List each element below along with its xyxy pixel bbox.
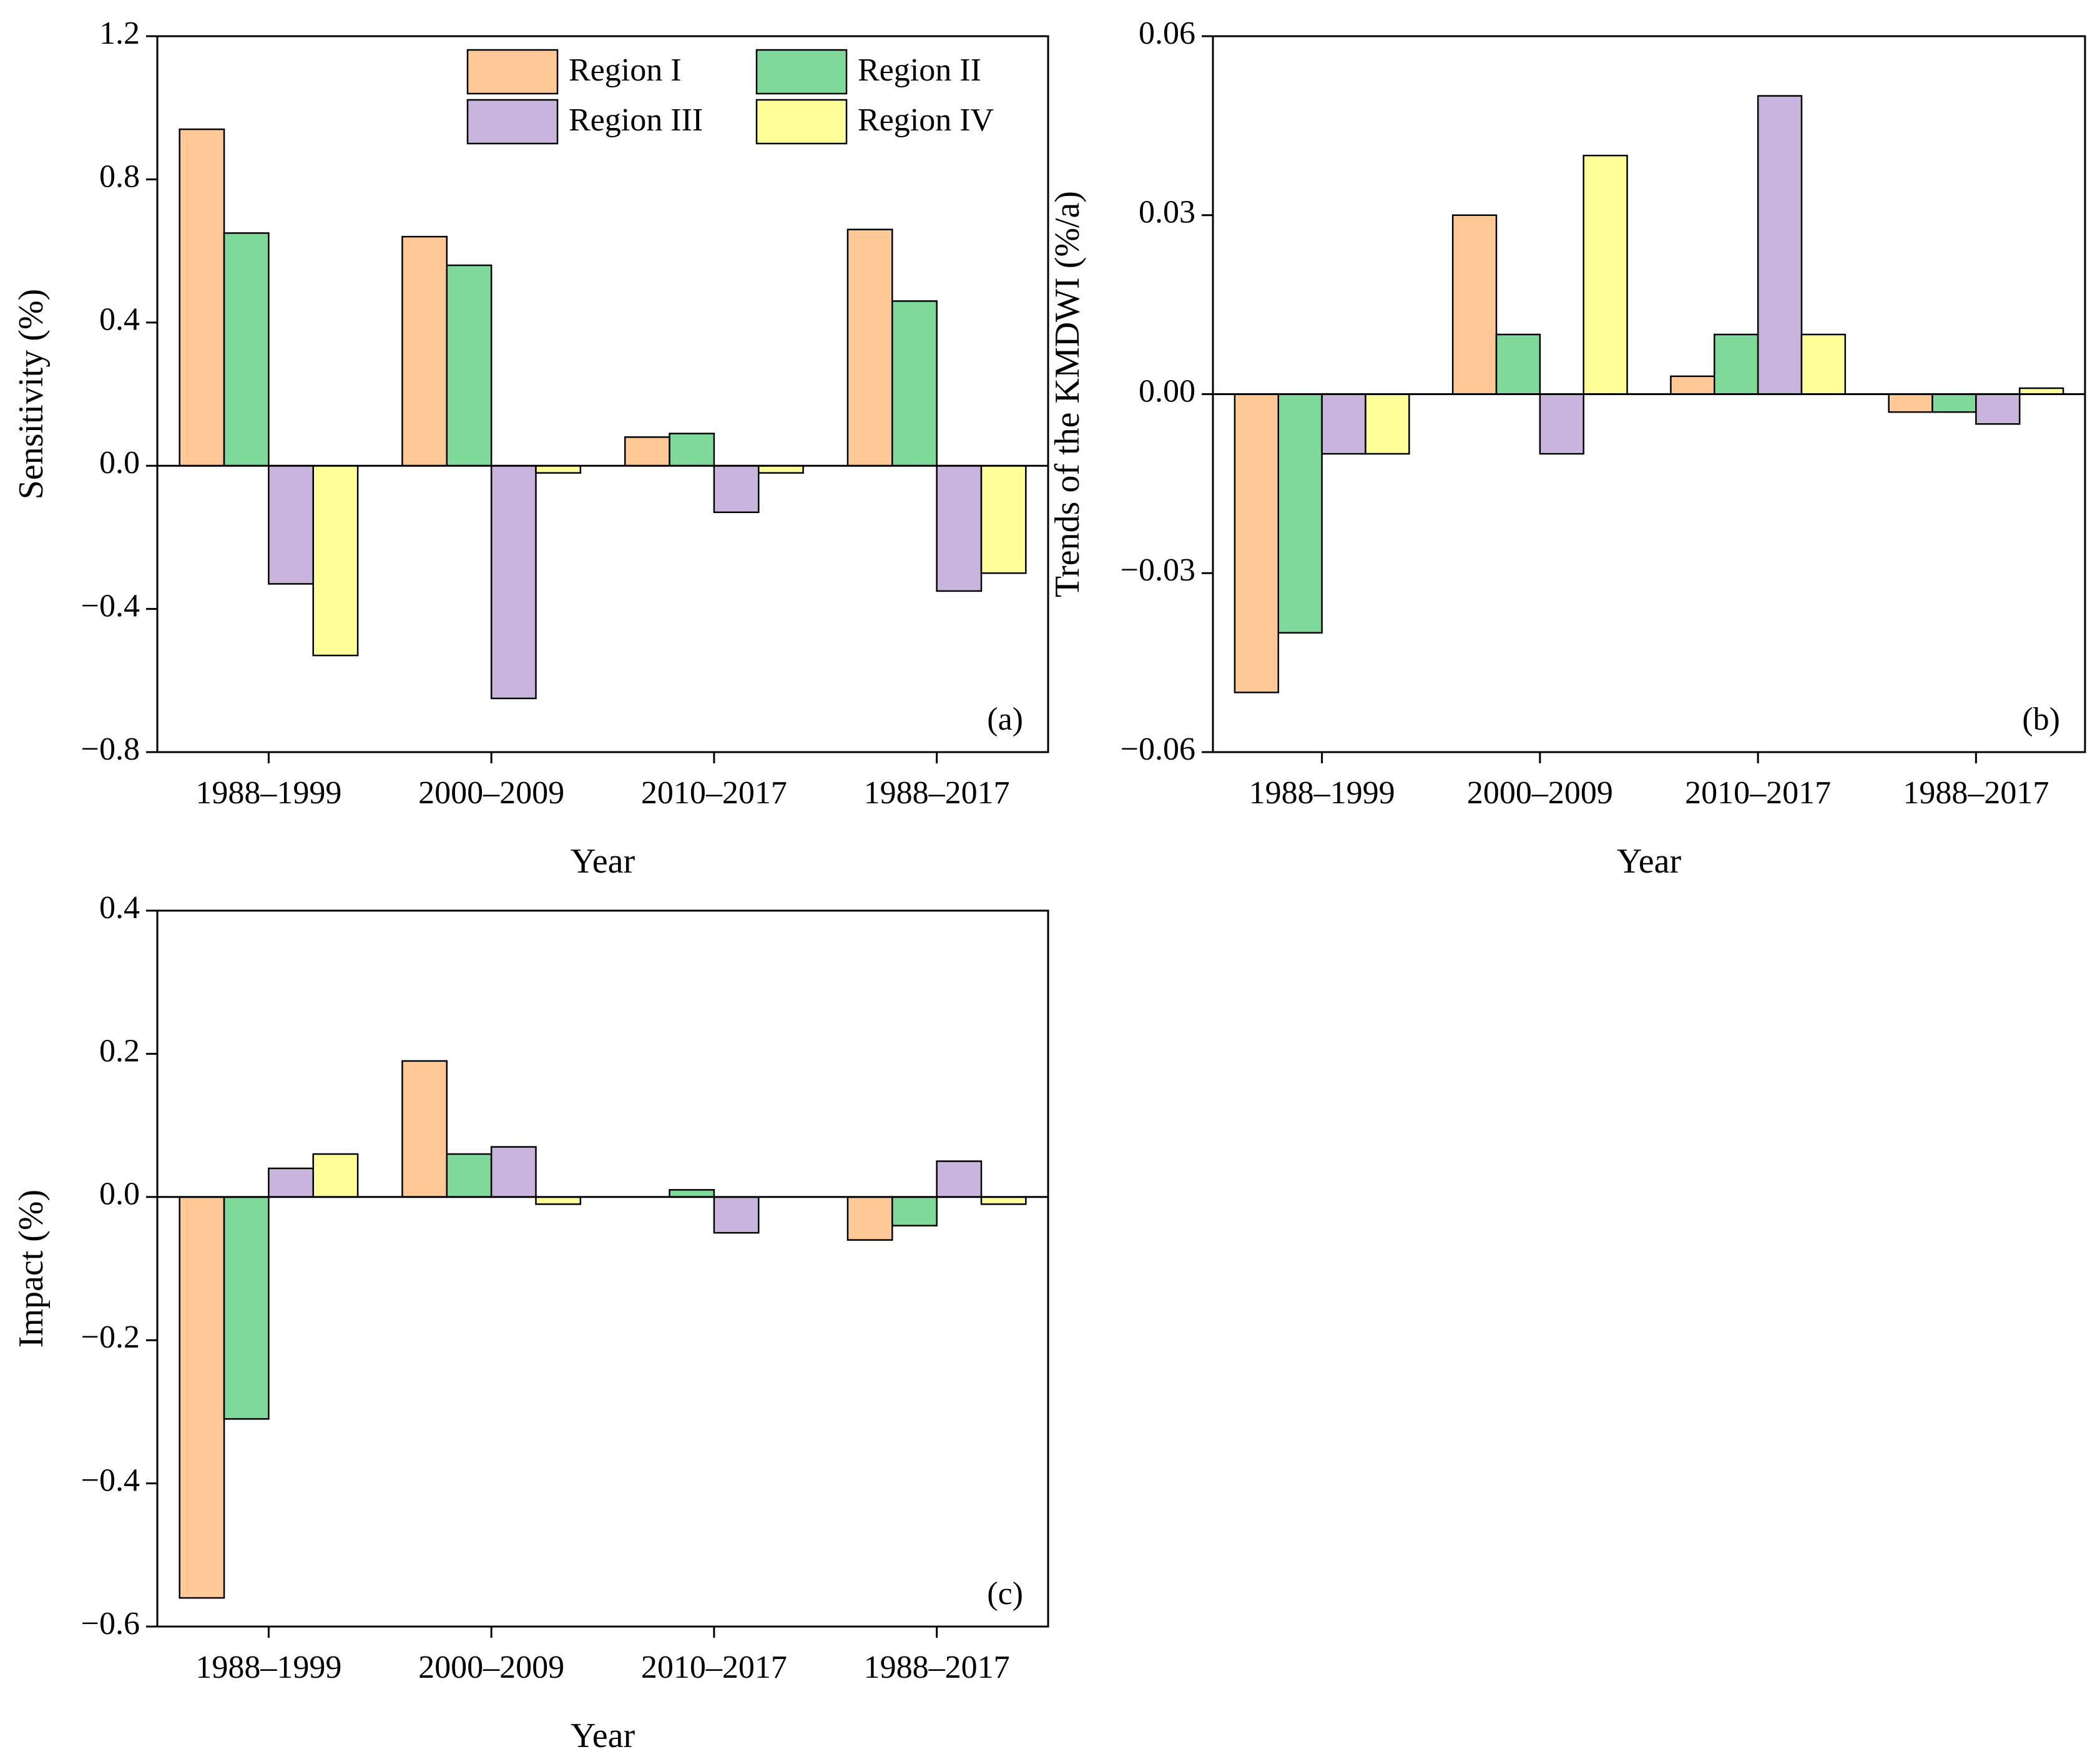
bar: [490, 464, 537, 700]
bar: [1539, 393, 1584, 455]
bar: [624, 436, 670, 467]
y-tick-label: 0.03: [1139, 195, 1195, 230]
plot-frame: [156, 909, 1049, 1628]
x-axis-label: Year: [1617, 842, 1682, 881]
bar: [669, 1189, 715, 1198]
bar: [1975, 393, 2021, 425]
bar: [446, 1153, 493, 1198]
y-axis-label: Impact (%): [12, 1190, 51, 1348]
bar: [268, 464, 314, 585]
legend-label: Region III: [569, 102, 703, 138]
y-tick-label: 1.2: [99, 16, 140, 51]
bar: [223, 1196, 270, 1420]
bar: [179, 128, 225, 467]
bar: [446, 264, 493, 467]
x-tick-label: 1988–1999: [195, 775, 341, 811]
x-tick-label: 1988–1999: [195, 1650, 341, 1685]
legend-label: Region II: [858, 52, 981, 88]
bar: [936, 464, 983, 592]
y-tick-label: 0.8: [99, 159, 140, 194]
bar: [1757, 95, 1803, 395]
bar: [1321, 393, 1366, 455]
x-tick-label: 1988–2017: [864, 1650, 1010, 1685]
bar: [980, 464, 1027, 574]
bar: [891, 1196, 938, 1226]
x-tick-label: 2010–2017: [1685, 775, 1831, 811]
y-tick-label: −0.8: [81, 732, 140, 767]
bar: [1277, 393, 1323, 634]
bar: [1888, 393, 1933, 413]
y-tick-label: −0.4: [81, 589, 140, 624]
bar: [268, 1167, 314, 1198]
y-tick-label: 0.0: [99, 445, 140, 481]
bar: [179, 1196, 225, 1599]
bar: [1451, 214, 1498, 395]
x-tick-label: 1988–2017: [1903, 775, 2049, 811]
legend-swatch: [755, 99, 848, 145]
bar: [1931, 393, 1977, 413]
bar: [223, 232, 270, 467]
x-tick-label: 1988–2017: [864, 775, 1010, 811]
bar: [713, 464, 760, 514]
bar: [312, 1153, 359, 1198]
y-tick-label: −0.03: [1121, 552, 1195, 588]
y-tick-label: 0.00: [1139, 373, 1195, 409]
y-axis-label: Trends of the KMDWI (%/a): [1048, 191, 1087, 597]
x-tick-label: 2000–2009: [1467, 775, 1613, 811]
y-tick-label: 0.4: [99, 302, 140, 338]
bar: [1582, 154, 1628, 395]
panel-label: (a): [987, 702, 1023, 737]
legend-swatch: [466, 49, 559, 95]
y-tick-label: 0.2: [99, 1033, 140, 1069]
legend-label: Region IV: [858, 102, 994, 138]
bar: [757, 464, 804, 474]
x-tick-label: 2010–2017: [641, 775, 787, 811]
bar: [312, 464, 359, 657]
y-tick-label: 0.4: [99, 890, 140, 926]
bar: [891, 300, 938, 467]
bar: [490, 1146, 537, 1198]
y-tick-label: −0.06: [1121, 732, 1195, 767]
bar: [1234, 393, 1280, 693]
y-tick-label: −0.2: [81, 1319, 140, 1355]
y-tick-label: 0.06: [1139, 16, 1195, 51]
panel-label: (b): [2022, 702, 2060, 737]
x-tick-label: 2010–2017: [641, 1650, 787, 1685]
x-tick-label: 1988–1999: [1249, 775, 1395, 811]
panel-label: (c): [987, 1576, 1023, 1612]
bar: [713, 1196, 760, 1234]
bar: [401, 235, 448, 467]
plot-frame: [156, 35, 1049, 753]
y-axis-label: Sensitivity (%): [12, 289, 51, 500]
x-axis-label: Year: [571, 1716, 635, 1755]
legend-swatch: [466, 99, 559, 145]
bar: [1670, 375, 1715, 395]
bar: [401, 1060, 448, 1198]
bar: [1714, 333, 1759, 395]
bar: [1495, 333, 1541, 395]
bar: [846, 1196, 893, 1241]
y-tick-label: −0.4: [81, 1463, 140, 1499]
bar: [535, 1196, 582, 1205]
bar: [846, 228, 893, 467]
x-axis-label: Year: [571, 842, 635, 881]
bar: [936, 1160, 983, 1198]
y-tick-label: −0.6: [81, 1606, 140, 1642]
x-tick-label: 2000–2009: [418, 775, 564, 811]
bar: [1800, 333, 1847, 395]
x-tick-label: 2000–2009: [418, 1650, 564, 1685]
bar: [535, 464, 582, 474]
bar: [669, 433, 715, 467]
bar: [980, 1196, 1027, 1205]
legend-label: Region I: [569, 52, 682, 88]
y-tick-label: 0.0: [99, 1177, 140, 1212]
plot-frame: [1212, 35, 2086, 753]
legend-swatch: [755, 49, 848, 95]
bar: [1365, 393, 1410, 455]
